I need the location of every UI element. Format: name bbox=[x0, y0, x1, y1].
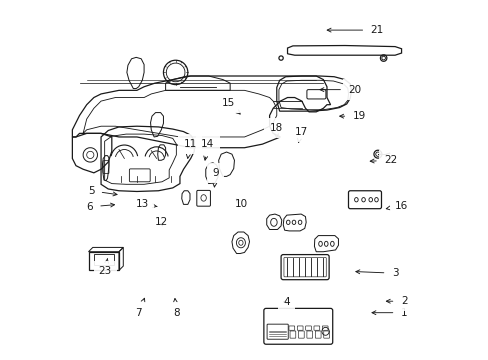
Text: 17: 17 bbox=[294, 127, 307, 143]
Text: 8: 8 bbox=[173, 298, 179, 318]
Text: 11: 11 bbox=[183, 139, 196, 158]
Text: 15: 15 bbox=[221, 98, 240, 114]
Text: 13: 13 bbox=[135, 199, 157, 210]
Text: 9: 9 bbox=[212, 168, 219, 187]
Text: 3: 3 bbox=[355, 268, 398, 278]
Text: 10: 10 bbox=[234, 199, 247, 210]
Text: 16: 16 bbox=[386, 201, 407, 211]
Text: 6: 6 bbox=[86, 202, 114, 212]
Text: 5: 5 bbox=[87, 186, 117, 196]
Text: 20: 20 bbox=[319, 85, 361, 95]
Text: 12: 12 bbox=[154, 217, 167, 227]
Text: 19: 19 bbox=[339, 111, 365, 121]
Text: 23: 23 bbox=[99, 258, 112, 276]
Text: 1: 1 bbox=[371, 308, 407, 318]
Text: 14: 14 bbox=[201, 139, 214, 160]
Text: 18: 18 bbox=[269, 123, 282, 138]
Text: 7: 7 bbox=[135, 298, 144, 318]
Text: 22: 22 bbox=[369, 155, 397, 165]
Text: 21: 21 bbox=[326, 25, 383, 35]
Text: 4: 4 bbox=[283, 297, 289, 307]
Text: 2: 2 bbox=[386, 296, 407, 306]
